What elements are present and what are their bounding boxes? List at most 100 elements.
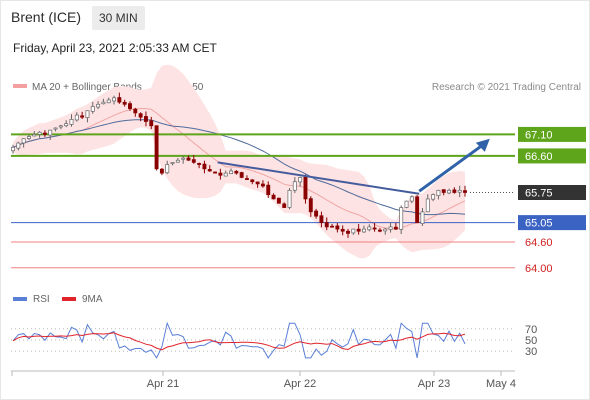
rsi-ma-line (12, 332, 466, 351)
credit-text: Research © 2021 Trading Central (432, 82, 581, 93)
candle-body (117, 97, 122, 103)
rsi-ma-legend-label: 9MA (82, 294, 103, 305)
forecast-arrow-shaft (418, 144, 483, 193)
candle-body (53, 127, 58, 130)
candle-body (181, 157, 186, 160)
price-label-bg (518, 148, 586, 164)
candle-body (159, 168, 164, 174)
trendline (217, 161, 420, 195)
chart-header: Brent (ICE) 30 MIN (0, 0, 590, 36)
candle-body (308, 198, 313, 213)
candle-body (463, 190, 467, 193)
candle-body (48, 129, 53, 136)
candle-body (234, 170, 239, 174)
candle-body (335, 225, 340, 230)
candle-body (266, 184, 271, 196)
candle-body (170, 162, 175, 164)
rsi-line (12, 321, 466, 359)
timestamp: Friday, April 23, 2021 2:05:33 AM CET (13, 41, 217, 55)
candle-body (340, 228, 345, 232)
price-label-bg (518, 185, 586, 200)
rsi-legend-swatch (13, 297, 27, 301)
rsi-legend-label: RSI (33, 294, 50, 305)
ma50-line (12, 119, 466, 216)
candle-body (346, 230, 350, 234)
candle-body (90, 106, 95, 112)
candle-body (218, 172, 223, 176)
candle-body (186, 157, 191, 161)
candle-body (80, 115, 85, 118)
candle-body (239, 172, 244, 178)
candle-body (303, 176, 308, 200)
candle-body (447, 189, 451, 194)
candle-body (409, 196, 414, 202)
candle-body (197, 163, 202, 165)
candle-body (255, 181, 260, 185)
candle-body (287, 189, 292, 208)
candle-body (175, 159, 180, 163)
candle-body (154, 125, 159, 170)
price-label-64.60: 64.60 (525, 237, 553, 249)
candle-body (351, 228, 356, 234)
candle-body (388, 226, 393, 230)
candle-body (319, 215, 324, 223)
candle-body (420, 211, 425, 224)
price-label-65.75: 65.75 (525, 188, 553, 200)
timeframe-button[interactable]: 30 MIN (92, 6, 145, 30)
candle-body (250, 179, 255, 183)
candle-body (324, 222, 329, 228)
candle-body (106, 99, 111, 104)
candle-body (213, 171, 218, 174)
x-tick-label: May 4 (486, 378, 516, 390)
candle-body (223, 172, 228, 177)
candle-body (276, 197, 281, 204)
candle-body (441, 189, 446, 193)
candle-body (21, 138, 26, 144)
candle-body (260, 183, 265, 187)
candle-body (133, 108, 138, 114)
forecast-arrow-head (475, 138, 490, 152)
candle-body (404, 200, 409, 208)
price-label-65.05: 65.05 (525, 218, 553, 230)
candle-body (271, 194, 276, 200)
candle-body (415, 196, 420, 223)
candle-body (207, 169, 212, 172)
candle-body (202, 163, 207, 170)
candle-body (393, 226, 398, 230)
candle-body (85, 110, 90, 118)
candle-body (64, 123, 69, 127)
bollinger-band (13, 64, 465, 259)
x-tick-label: Apr 21 (147, 378, 179, 390)
candle-body (245, 178, 249, 180)
candle-body (383, 228, 388, 232)
candle-body (314, 210, 319, 217)
price-label-bg (518, 126, 586, 142)
x-tick-label: Apr 23 (418, 378, 450, 390)
candle-body (330, 225, 335, 228)
candle-body (74, 114, 79, 121)
candle-body (282, 203, 287, 208)
rsi-legend: RSI 9MA (13, 294, 103, 305)
candle-body (128, 103, 132, 109)
candle-body (362, 228, 366, 233)
rsi-level-label: 50 (525, 335, 537, 347)
price-label-66.60: 66.60 (525, 151, 553, 163)
rsi-ma-legend-swatch (62, 297, 76, 301)
legend-swatch-ma20 (13, 84, 27, 88)
candle-body (112, 97, 116, 102)
candle-body (143, 116, 148, 122)
price-label-64.00: 64.00 (525, 263, 553, 275)
candle-body (425, 198, 430, 213)
candle-body (69, 119, 74, 125)
x-tick-label: Apr 22 (284, 378, 316, 390)
candle-body (457, 189, 462, 193)
candle-body (149, 120, 154, 127)
rsi-level-label: 30 (525, 346, 537, 358)
candle-body (11, 146, 15, 152)
candle-body (37, 131, 42, 135)
rsi-level-label: 70 (525, 324, 537, 336)
candle-body (372, 227, 377, 230)
candle-body (101, 101, 106, 105)
